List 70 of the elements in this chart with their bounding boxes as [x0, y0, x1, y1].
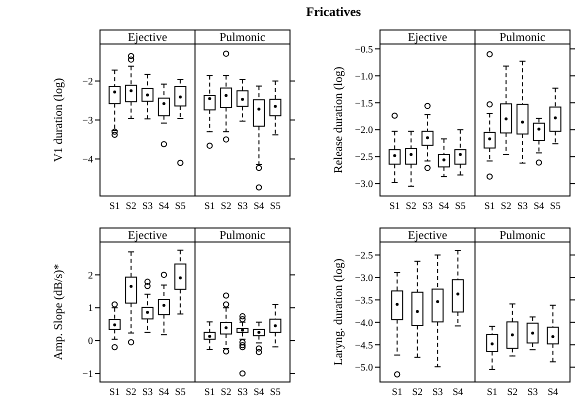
y-tick-label: −2: [82, 76, 93, 88]
text: Fricatives: [306, 4, 361, 19]
x-tick-label: S2: [500, 201, 512, 212]
x-tick-label: S5: [455, 201, 466, 212]
x-tick-label: S2: [507, 387, 518, 398]
x-tick-label: S2: [220, 201, 232, 212]
y-tick-label: −1.5: [354, 98, 373, 110]
y-tick-label: 0: [88, 336, 93, 348]
x-tick-label: S3: [142, 387, 153, 398]
x-tick-label: S2: [126, 387, 136, 398]
x-tick-label: S5: [175, 201, 186, 212]
x-tick-label: S4: [254, 201, 264, 212]
x-tick-label: S4: [534, 201, 544, 212]
x-tick-label: S3: [432, 387, 443, 398]
x-tick-label: S1: [484, 201, 495, 212]
chart-title: Ejective: [128, 228, 168, 242]
y-tick-label: −2.5: [354, 250, 373, 262]
x-tick-label: S3: [517, 201, 528, 212]
x-tick-label: S3: [422, 201, 433, 212]
y-tick-label: −2.5: [354, 152, 373, 164]
x-tick-label: S3: [527, 387, 538, 398]
x-tick-label: S1: [109, 201, 120, 212]
y-tick-label: −4: [82, 154, 93, 166]
x-tick-label: S5: [270, 387, 281, 398]
chart-title: Pulmonic: [219, 228, 266, 242]
y-tick-label: −3.0: [354, 179, 373, 190]
y-tick-label: 1: [88, 303, 93, 314]
x-tick-label: S1: [204, 201, 215, 212]
y-tick-label: −2.0: [354, 125, 373, 136]
y-tick-label: −1.0: [354, 71, 373, 82]
y-axis-title: V1 duration (log): [51, 78, 65, 162]
y-axis-title: Laryng. duration (log): [331, 258, 345, 366]
x-tick-label: S1: [109, 387, 120, 398]
x-tick-label: S4: [452, 387, 464, 398]
chart-title: Ejective: [408, 30, 448, 44]
x-tick-label: S4: [254, 387, 264, 398]
y-tick-label: −5.0: [354, 362, 373, 374]
y-tick-label: −4.5: [354, 340, 373, 352]
x-tick-label: S2: [126, 201, 136, 212]
chart-title: Pulmonic: [219, 30, 266, 44]
chart-title: Pulmonic: [499, 228, 546, 242]
x-tick-label: S2: [412, 387, 423, 398]
y-tick-label: −0.5: [354, 44, 373, 56]
x-tick-label: S1: [486, 387, 498, 398]
x-tick-label: S1: [204, 387, 215, 398]
y-axis-title: Amp. Slope (dB/s)*: [51, 264, 65, 360]
y-tick-label: 2: [88, 270, 93, 282]
x-tick-label: S4: [158, 201, 170, 212]
x-tick-label: S3: [237, 201, 248, 212]
chart-title: Ejective: [128, 30, 168, 44]
y-tick-label: −3.5: [354, 295, 373, 306]
x-tick-label: S4: [438, 201, 450, 212]
y-tick-label: −3.0: [354, 272, 373, 284]
y-tick-label: −3: [82, 116, 93, 126]
y-tick-label: −4.0: [354, 318, 373, 329]
x-tick-label: S4: [548, 387, 558, 398]
x-tick-label: S3: [237, 387, 248, 398]
x-tick-label: S5: [175, 387, 186, 398]
x-tick-label: S3: [142, 201, 153, 212]
y-tick-label: −1: [82, 368, 93, 380]
x-tick-label: S1: [389, 201, 400, 212]
x-tick-label: S5: [550, 201, 561, 212]
x-tick-label: S1: [392, 387, 402, 398]
chart-title: Ejective: [408, 228, 448, 242]
x-tick-label: S2: [406, 201, 416, 212]
chart-title: Pulmonic: [499, 30, 546, 44]
x-tick-label: S2: [220, 387, 232, 398]
x-tick-label: S5: [270, 201, 281, 212]
x-tick-label: S4: [158, 387, 170, 398]
y-axis-title: Release duration (log): [331, 66, 345, 174]
